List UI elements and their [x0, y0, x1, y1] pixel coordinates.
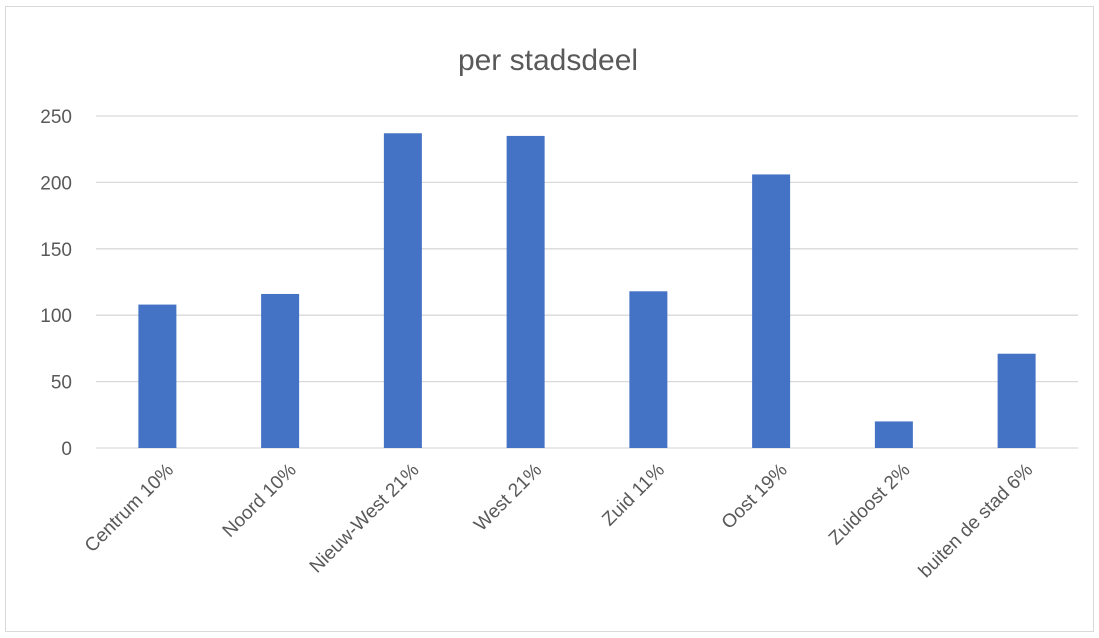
- chart-title: per stadsdeel: [458, 44, 638, 77]
- x-tick-label: buiten de stad 6%: [915, 460, 1037, 582]
- bar: [138, 304, 177, 448]
- bar: [261, 293, 300, 448]
- y-tick-label: 250: [40, 107, 72, 128]
- x-tick-label: Zuidoost 2%: [825, 460, 915, 550]
- y-tick-label: 100: [40, 306, 72, 327]
- bar: [997, 353, 1036, 448]
- y-axis-ticks: 0 50 100 150 200 250: [40, 107, 72, 460]
- bars: [138, 133, 1036, 449]
- x-tick-label: Oost 19%: [718, 460, 792, 534]
- y-tick-label: 150: [40, 240, 72, 261]
- x-axis-labels: Centrum 10% Noord 10% Nieuw-West 21% West 2…: [81, 460, 1037, 582]
- gridlines: [96, 115, 1078, 449]
- bar: [752, 174, 791, 448]
- bar: [874, 421, 913, 448]
- bar: [506, 135, 545, 449]
- chart-area: [5, 6, 1094, 632]
- x-tick-label: Zuid 11%: [598, 460, 669, 531]
- y-tick-label: 200: [40, 173, 72, 194]
- x-tick-label: Noord 10%: [219, 460, 301, 542]
- bar: [383, 133, 422, 448]
- y-tick-label: 0: [61, 439, 72, 460]
- x-tick-label: West 21%: [470, 460, 546, 536]
- x-tick-label: Nieuw-West 21%: [306, 460, 424, 578]
- x-tick-label: Centrum 10%: [81, 460, 178, 557]
- bar: [629, 291, 668, 448]
- y-tick-label: 50: [51, 373, 72, 394]
